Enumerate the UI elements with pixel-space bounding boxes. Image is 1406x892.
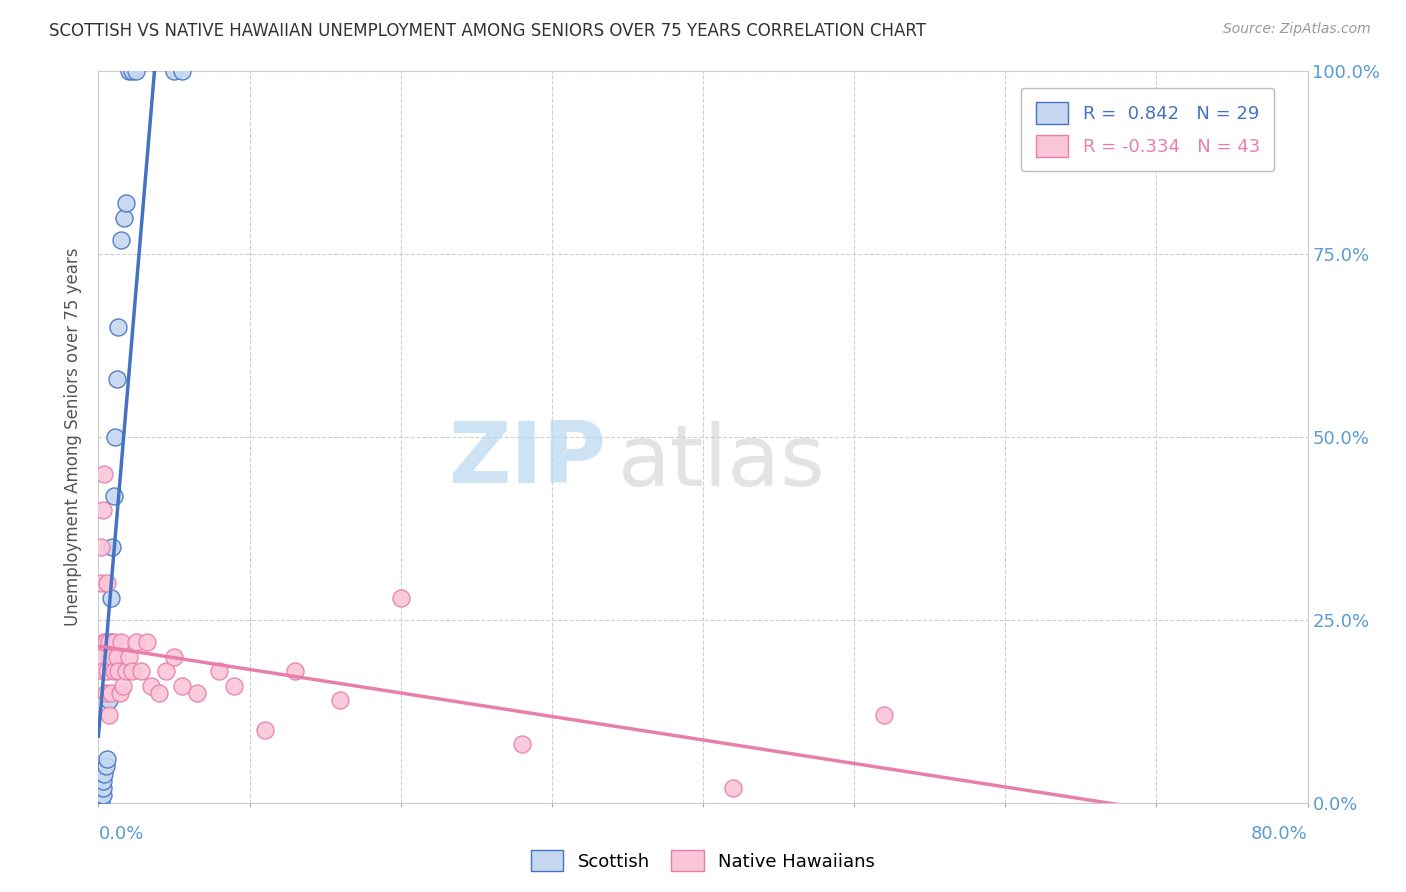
Point	[148, 686, 170, 700]
Point	[141, 679, 163, 693]
Point	[107, 320, 129, 334]
Point	[90, 781, 112, 796]
Point	[163, 64, 186, 78]
Point	[108, 686, 131, 700]
Point	[91, 664, 114, 678]
Point	[98, 649, 121, 664]
Point	[110, 233, 132, 247]
Point	[114, 196, 136, 211]
Point	[89, 789, 111, 803]
Point	[110, 635, 132, 649]
Point	[389, 591, 412, 605]
Point	[90, 796, 112, 810]
Point	[94, 635, 117, 649]
Point	[91, 789, 114, 803]
Point	[155, 664, 177, 678]
Point	[98, 635, 121, 649]
Legend: Scottish, Native Hawaiians: Scottish, Native Hawaiians	[523, 843, 883, 879]
Text: 0.0%: 0.0%	[98, 825, 143, 843]
Point	[90, 540, 112, 554]
Point	[96, 664, 118, 678]
Point	[93, 467, 115, 481]
Point	[723, 781, 745, 796]
Point	[90, 576, 112, 591]
Point	[94, 759, 117, 773]
Point	[93, 635, 115, 649]
Point	[114, 664, 136, 678]
Text: atlas: atlas	[619, 421, 827, 504]
Point	[91, 503, 114, 517]
Point	[100, 591, 122, 605]
Point	[105, 649, 128, 664]
Point	[118, 64, 141, 78]
Point	[112, 211, 135, 225]
Point	[100, 686, 122, 700]
Point	[100, 635, 122, 649]
Point	[129, 664, 152, 678]
Point	[93, 766, 115, 780]
Point	[873, 708, 896, 723]
Point	[89, 796, 111, 810]
Point	[103, 635, 125, 649]
Point	[253, 723, 276, 737]
Point	[125, 635, 148, 649]
Point	[107, 664, 129, 678]
Point	[90, 789, 112, 803]
Point	[89, 649, 111, 664]
Point	[89, 796, 111, 810]
Point	[104, 430, 127, 444]
Point	[103, 489, 125, 503]
Point	[91, 773, 114, 788]
Text: SCOTTISH VS NATIVE HAWAIIAN UNEMPLOYMENT AMONG SENIORS OVER 75 YEARS CORRELATION: SCOTTISH VS NATIVE HAWAIIAN UNEMPLOYMENT…	[49, 22, 927, 40]
Point	[98, 693, 121, 707]
Point	[94, 686, 117, 700]
Point	[121, 664, 143, 678]
Legend: R =  0.842   N = 29, R = -0.334   N = 43: R = 0.842 N = 29, R = -0.334 N = 43	[1021, 87, 1274, 171]
Point	[96, 576, 118, 591]
Text: Source: ZipAtlas.com: Source: ZipAtlas.com	[1223, 22, 1371, 37]
Point	[163, 649, 186, 664]
Point	[284, 664, 307, 678]
Point	[208, 664, 231, 678]
Point	[118, 649, 141, 664]
Point	[224, 679, 246, 693]
Point	[135, 635, 157, 649]
Point	[96, 752, 118, 766]
Y-axis label: Unemployment Among Seniors over 75 years: Unemployment Among Seniors over 75 years	[65, 248, 83, 626]
Point	[186, 686, 208, 700]
Point	[170, 679, 193, 693]
Point	[91, 781, 114, 796]
Point	[510, 737, 533, 751]
Text: ZIP: ZIP	[449, 417, 606, 500]
Point	[125, 64, 148, 78]
Point	[111, 679, 134, 693]
Point	[121, 64, 143, 78]
Point	[329, 693, 352, 707]
Text: 80.0%: 80.0%	[1251, 825, 1308, 843]
Point	[105, 371, 128, 385]
Point	[98, 708, 121, 723]
Point	[103, 664, 125, 678]
Point	[101, 540, 124, 554]
Point	[101, 649, 124, 664]
Point	[170, 64, 193, 78]
